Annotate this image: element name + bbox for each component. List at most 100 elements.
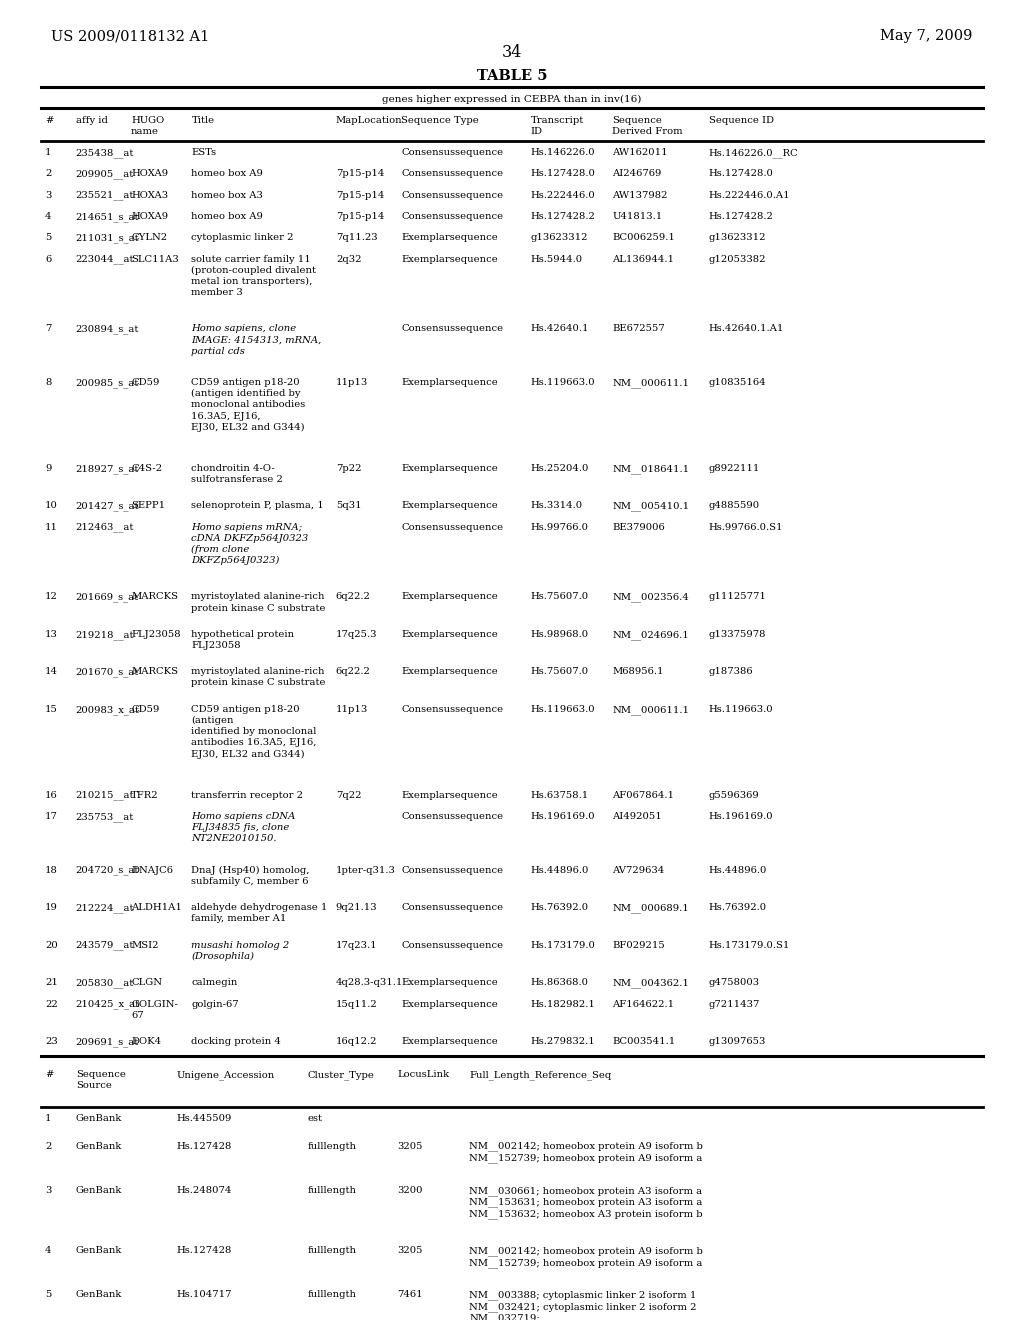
- Text: 1: 1: [45, 1114, 51, 1123]
- Text: Consensussequence: Consensussequence: [401, 325, 504, 334]
- Text: 10: 10: [45, 502, 58, 511]
- Text: Hs.173179.0.S1: Hs.173179.0.S1: [709, 941, 790, 949]
- Text: 17: 17: [45, 812, 58, 821]
- Text: 20: 20: [45, 941, 57, 949]
- Text: fulllength: fulllength: [307, 1246, 356, 1255]
- Text: 209691_s_at: 209691_s_at: [76, 1038, 139, 1047]
- Text: Sequence Type: Sequence Type: [401, 116, 479, 125]
- Text: Title: Title: [191, 116, 215, 125]
- Text: Hs.127428.2: Hs.127428.2: [709, 213, 773, 220]
- Text: C4S-2: C4S-2: [131, 463, 162, 473]
- Text: Exemplarsequence: Exemplarsequence: [401, 378, 498, 387]
- Text: 13: 13: [45, 630, 58, 639]
- Text: 235438__at: 235438__at: [76, 148, 134, 157]
- Text: AF067864.1: AF067864.1: [612, 791, 675, 800]
- Text: SLC11A3: SLC11A3: [131, 255, 179, 264]
- Text: 201670_s_at: 201670_s_at: [76, 668, 139, 677]
- Text: 17q23.1: 17q23.1: [336, 941, 378, 949]
- Text: DOK4: DOK4: [131, 1038, 161, 1045]
- Text: Hs.75607.0: Hs.75607.0: [530, 668, 589, 676]
- Text: fulllength: fulllength: [307, 1290, 356, 1299]
- Text: GenBank: GenBank: [76, 1246, 122, 1255]
- Text: 16q12.2: 16q12.2: [336, 1038, 378, 1045]
- Text: 201427_s_at: 201427_s_at: [76, 502, 139, 511]
- Text: Consensussequence: Consensussequence: [401, 148, 504, 157]
- Text: 212463__at: 212463__at: [76, 523, 134, 532]
- Text: #: #: [45, 116, 53, 125]
- Text: NM__003388; cytoplasmic linker 2 isoform 1
NM__032421; cytoplasmic linker 2 isof: NM__003388; cytoplasmic linker 2 isoform…: [469, 1290, 696, 1320]
- Text: BE379006: BE379006: [612, 523, 666, 532]
- Text: HOXA3: HOXA3: [131, 190, 168, 199]
- Text: 19: 19: [45, 903, 58, 912]
- Text: myristoylated alanine-rich
protein kinase C substrate: myristoylated alanine-rich protein kinas…: [191, 593, 326, 612]
- Text: g5596369: g5596369: [709, 791, 760, 800]
- Text: Hs.146226.0: Hs.146226.0: [530, 148, 595, 157]
- Text: golgin-67: golgin-67: [191, 999, 240, 1008]
- Text: Consensussequence: Consensussequence: [401, 523, 504, 532]
- Text: 2: 2: [45, 1142, 51, 1151]
- Text: Exemplarsequence: Exemplarsequence: [401, 668, 498, 676]
- Text: affy id: affy id: [76, 116, 108, 125]
- Text: Hs.119663.0: Hs.119663.0: [530, 705, 595, 714]
- Text: Hs.146226.0__RC: Hs.146226.0__RC: [709, 148, 799, 157]
- Text: Exemplarsequence: Exemplarsequence: [401, 234, 498, 243]
- Text: MARCKS: MARCKS: [131, 668, 178, 676]
- Text: 7q22: 7q22: [336, 791, 361, 800]
- Text: NM__004362.1: NM__004362.1: [612, 978, 689, 987]
- Text: TFR2: TFR2: [131, 791, 159, 800]
- Text: Hs.127428.2: Hs.127428.2: [530, 213, 595, 220]
- Text: 210425_x_at: 210425_x_at: [76, 999, 140, 1010]
- Text: NM__030661; homeobox protein A3 isoform a
NM__153631; homeobox protein A3 isofor: NM__030661; homeobox protein A3 isoform …: [469, 1185, 702, 1220]
- Text: MARCKS: MARCKS: [131, 593, 178, 602]
- Text: Hs.44896.0: Hs.44896.0: [709, 866, 767, 875]
- Text: Hs.75607.0: Hs.75607.0: [530, 593, 589, 602]
- Text: 7461: 7461: [397, 1290, 423, 1299]
- Text: Consensussequence: Consensussequence: [401, 903, 504, 912]
- Text: SEPP1: SEPP1: [131, 502, 165, 511]
- Text: myristoylated alanine-rich
protein kinase C substrate: myristoylated alanine-rich protein kinas…: [191, 668, 326, 688]
- Text: FLJ23058: FLJ23058: [131, 630, 180, 639]
- Text: HUGO
name: HUGO name: [131, 116, 164, 136]
- Text: GenBank: GenBank: [76, 1290, 122, 1299]
- Text: 210215__at: 210215__at: [76, 791, 134, 800]
- Text: g13623312: g13623312: [530, 234, 588, 243]
- Text: LocusLink: LocusLink: [397, 1071, 450, 1080]
- Text: Homo sapiens, clone
IMAGE: 4154313, mRNA,
partial cds: Homo sapiens, clone IMAGE: 4154313, mRNA…: [191, 325, 322, 355]
- Text: US 2009/0118132 A1: US 2009/0118132 A1: [51, 29, 210, 44]
- Text: Hs.76392.0: Hs.76392.0: [530, 903, 589, 912]
- Text: g12053382: g12053382: [709, 255, 766, 264]
- Text: HOXA9: HOXA9: [131, 213, 168, 220]
- Text: chondroitin 4-O-
sulfotransferase 2: chondroitin 4-O- sulfotransferase 2: [191, 463, 284, 484]
- Text: #: #: [45, 1071, 53, 1080]
- Text: homeo box A9: homeo box A9: [191, 213, 263, 220]
- Text: Hs.222446.0: Hs.222446.0: [530, 190, 595, 199]
- Text: Hs.42640.1.A1: Hs.42640.1.A1: [709, 325, 784, 334]
- Text: 1pter-q31.3: 1pter-q31.3: [336, 866, 395, 875]
- Text: 21: 21: [45, 978, 58, 987]
- Text: NM__018641.1: NM__018641.1: [612, 463, 689, 474]
- Text: genes higher expressed in CEBPA than in inv(16): genes higher expressed in CEBPA than in …: [382, 95, 642, 104]
- Text: 3: 3: [45, 190, 51, 199]
- Text: May 7, 2009: May 7, 2009: [881, 29, 973, 44]
- Text: 205830__at: 205830__at: [76, 978, 134, 987]
- Text: NM__000689.1: NM__000689.1: [612, 903, 689, 913]
- Text: BC006259.1: BC006259.1: [612, 234, 675, 243]
- Text: MapLocation: MapLocation: [336, 116, 402, 125]
- Text: MSI2: MSI2: [131, 941, 159, 949]
- Text: 23: 23: [45, 1038, 57, 1045]
- Text: g4758003: g4758003: [709, 978, 760, 987]
- Text: Exemplarsequence: Exemplarsequence: [401, 593, 498, 602]
- Text: Hs.119663.0: Hs.119663.0: [709, 705, 773, 714]
- Text: BE672557: BE672557: [612, 325, 666, 334]
- Text: 9q21.13: 9q21.13: [336, 903, 378, 912]
- Text: Hs.127428.0: Hs.127428.0: [530, 169, 595, 178]
- Text: 34: 34: [502, 44, 522, 61]
- Text: CD59: CD59: [131, 378, 160, 387]
- Text: Exemplarsequence: Exemplarsequence: [401, 463, 498, 473]
- Text: DnaJ (Hsp40) homolog,
subfamily C, member 6: DnaJ (Hsp40) homolog, subfamily C, membe…: [191, 866, 310, 886]
- Text: 3: 3: [45, 1185, 51, 1195]
- Text: CLGN: CLGN: [131, 978, 162, 987]
- Text: Hs.127428: Hs.127428: [176, 1142, 231, 1151]
- Text: ESTs: ESTs: [191, 148, 217, 157]
- Text: solute carrier family 11
(proton-coupled divalent
metal ion transporters),
membe: solute carrier family 11 (proton-coupled…: [191, 255, 316, 297]
